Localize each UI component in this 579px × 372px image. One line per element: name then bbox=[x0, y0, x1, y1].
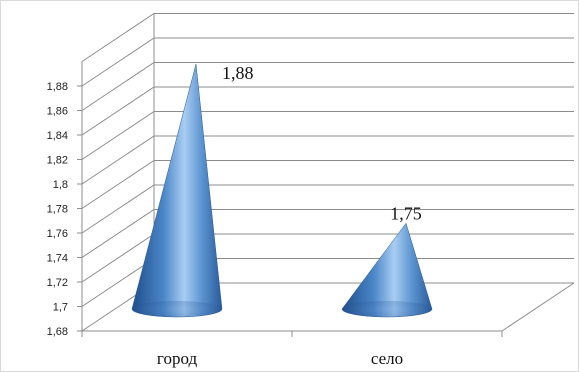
y-tick-label: 1,86 bbox=[47, 106, 68, 118]
axes bbox=[77, 13, 575, 337]
y-tick-label: 1,68 bbox=[47, 326, 68, 338]
category-labels: город село bbox=[157, 349, 403, 368]
cone-base bbox=[132, 301, 222, 317]
floor-edge bbox=[501, 282, 575, 332]
y-tick-label: 1,82 bbox=[47, 155, 68, 167]
y-tick-label: 1,74 bbox=[47, 253, 68, 265]
y-tick-label: 1,84 bbox=[47, 130, 68, 142]
y-tick-label: 1,8 bbox=[53, 179, 68, 191]
category-label: город bbox=[157, 349, 198, 368]
category-label: село bbox=[371, 349, 403, 368]
cone-1 bbox=[131, 63, 223, 318]
cones bbox=[131, 63, 433, 318]
data-label: 1,88 bbox=[222, 63, 254, 83]
y-tick-labels: 1,68 1,7 1,72 1,74 1,76 1,78 1,8 1,82 1,84 1,86 1,… bbox=[47, 81, 68, 338]
y-tick-label: 1,7 bbox=[53, 302, 68, 314]
y-tick-label: 1,76 bbox=[47, 228, 68, 240]
y-tick-label: 1,88 bbox=[47, 81, 68, 93]
cone-base bbox=[342, 301, 432, 317]
data-label: 1,75 bbox=[390, 203, 422, 223]
y-tick-label: 1,72 bbox=[47, 277, 68, 289]
cone-2 bbox=[341, 222, 433, 318]
y-tick-label: 1,78 bbox=[47, 204, 68, 216]
data-labels: 1,88 1,75 bbox=[222, 63, 422, 223]
